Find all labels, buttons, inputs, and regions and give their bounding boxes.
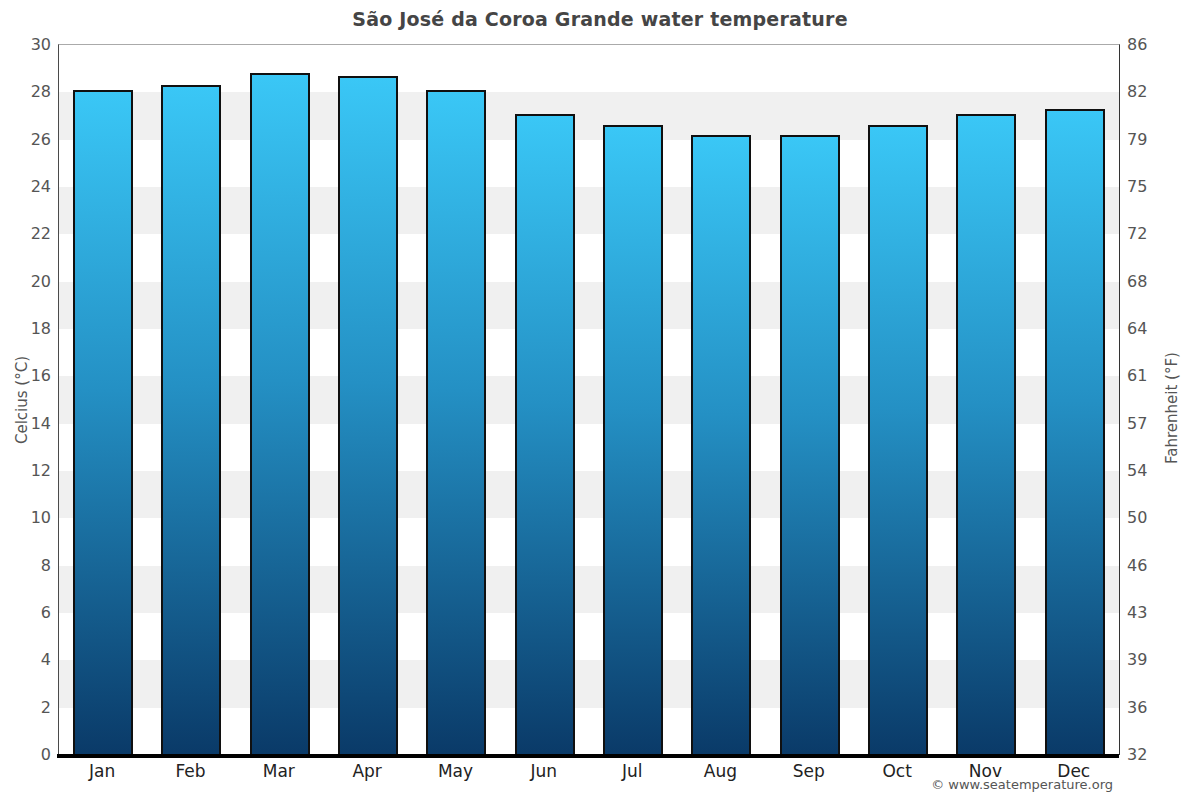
bar-slot-feb: [147, 45, 235, 755]
y-axis-tick-left: 26: [31, 129, 51, 148]
y-axis-tick-left: 12: [31, 461, 51, 480]
y-axis-left-title: Celcius (°C): [13, 356, 31, 444]
x-axis-tick-aug: Aug: [676, 761, 764, 781]
y-axis-tick-right: 61: [1127, 366, 1147, 385]
water-temperature-chart: São José da Coroa Grande water temperatu…: [0, 0, 1200, 800]
y-axis-tick-right: 72: [1127, 224, 1147, 243]
bar-slot-dec: [1031, 45, 1119, 755]
x-axis-line: [57, 754, 1119, 758]
bar-jun: [515, 114, 575, 755]
y-axis-tick-left: 30: [31, 35, 51, 54]
bar-aug: [691, 135, 751, 755]
bar-oct: [868, 125, 928, 755]
y-axis-tick-right: 46: [1127, 555, 1147, 574]
bar-slot-jun: [501, 45, 589, 755]
y-axis-tick-right: 79: [1127, 129, 1147, 148]
bar-slot-jul: [589, 45, 677, 755]
y-axis-tick-left: 14: [31, 413, 51, 432]
y-axis-tick-left: 0: [41, 745, 51, 764]
bar-mar: [250, 73, 310, 755]
bar-nov: [956, 114, 1016, 755]
x-axis-tick-sep: Sep: [765, 761, 853, 781]
x-axis-tick-jun: Jun: [500, 761, 588, 781]
bar-may: [426, 90, 486, 755]
bar-apr: [338, 76, 398, 755]
y-axis-tick-right: 86: [1127, 35, 1147, 54]
x-axis-tick-mar: Mar: [235, 761, 323, 781]
y-axis-tick-left: 20: [31, 271, 51, 290]
y-axis-tick-right: 68: [1127, 271, 1147, 290]
bar-series: [59, 45, 1119, 755]
y-axis-tick-right: 32: [1127, 745, 1147, 764]
x-axis-tick-may: May: [411, 761, 499, 781]
y-axis-tick-right: 36: [1127, 697, 1147, 716]
bar-sep: [780, 135, 840, 755]
y-axis-tick-left: 2: [41, 697, 51, 716]
bar-slot-apr: [324, 45, 412, 755]
bar-feb: [161, 85, 221, 755]
x-axis-tick-apr: Apr: [323, 761, 411, 781]
x-axis-tick-feb: Feb: [146, 761, 234, 781]
y-axis-tick-left: 6: [41, 603, 51, 622]
y-axis-tick-left: 28: [31, 82, 51, 101]
chart-title: São José da Coroa Grande water temperatu…: [0, 8, 1200, 30]
bar-jan: [73, 90, 133, 755]
bar-slot-mar: [236, 45, 324, 755]
y-axis-tick-left: 10: [31, 508, 51, 527]
bar-slot-aug: [677, 45, 765, 755]
y-axis-tick-left: 4: [41, 650, 51, 669]
y-axis-tick-right: 75: [1127, 177, 1147, 196]
x-axis-tick-jan: Jan: [58, 761, 146, 781]
bar-jul: [603, 125, 663, 755]
bar-slot-sep: [766, 45, 854, 755]
y-axis-tick-right: 43: [1127, 603, 1147, 622]
bar-dec: [1045, 109, 1105, 755]
y-axis-tick-left: 18: [31, 319, 51, 338]
y-axis-tick-left: 8: [41, 555, 51, 574]
y-axis-right-title: Fahrenheit (°F): [1163, 352, 1181, 464]
y-axis-tick-right: 39: [1127, 650, 1147, 669]
plot-area: [58, 44, 1120, 755]
bar-slot-nov: [942, 45, 1030, 755]
bar-slot-may: [412, 45, 500, 755]
bar-slot-jan: [59, 45, 147, 755]
x-axis-tick-jul: Jul: [588, 761, 676, 781]
x-axis-tick-oct: Oct: [853, 761, 941, 781]
y-axis-tick-right: 50: [1127, 508, 1147, 527]
footer-credit-link[interactable]: © www.seatemperature.org: [931, 777, 1113, 792]
y-axis-tick-right: 64: [1127, 319, 1147, 338]
y-axis-tick-right: 57: [1127, 413, 1147, 432]
y-axis-tick-right: 82: [1127, 82, 1147, 101]
y-axis-tick-left: 22: [31, 224, 51, 243]
y-axis-tick-left: 16: [31, 366, 51, 385]
bar-slot-oct: [854, 45, 942, 755]
y-axis-tick-right: 54: [1127, 461, 1147, 480]
y-axis-tick-left: 24: [31, 177, 51, 196]
